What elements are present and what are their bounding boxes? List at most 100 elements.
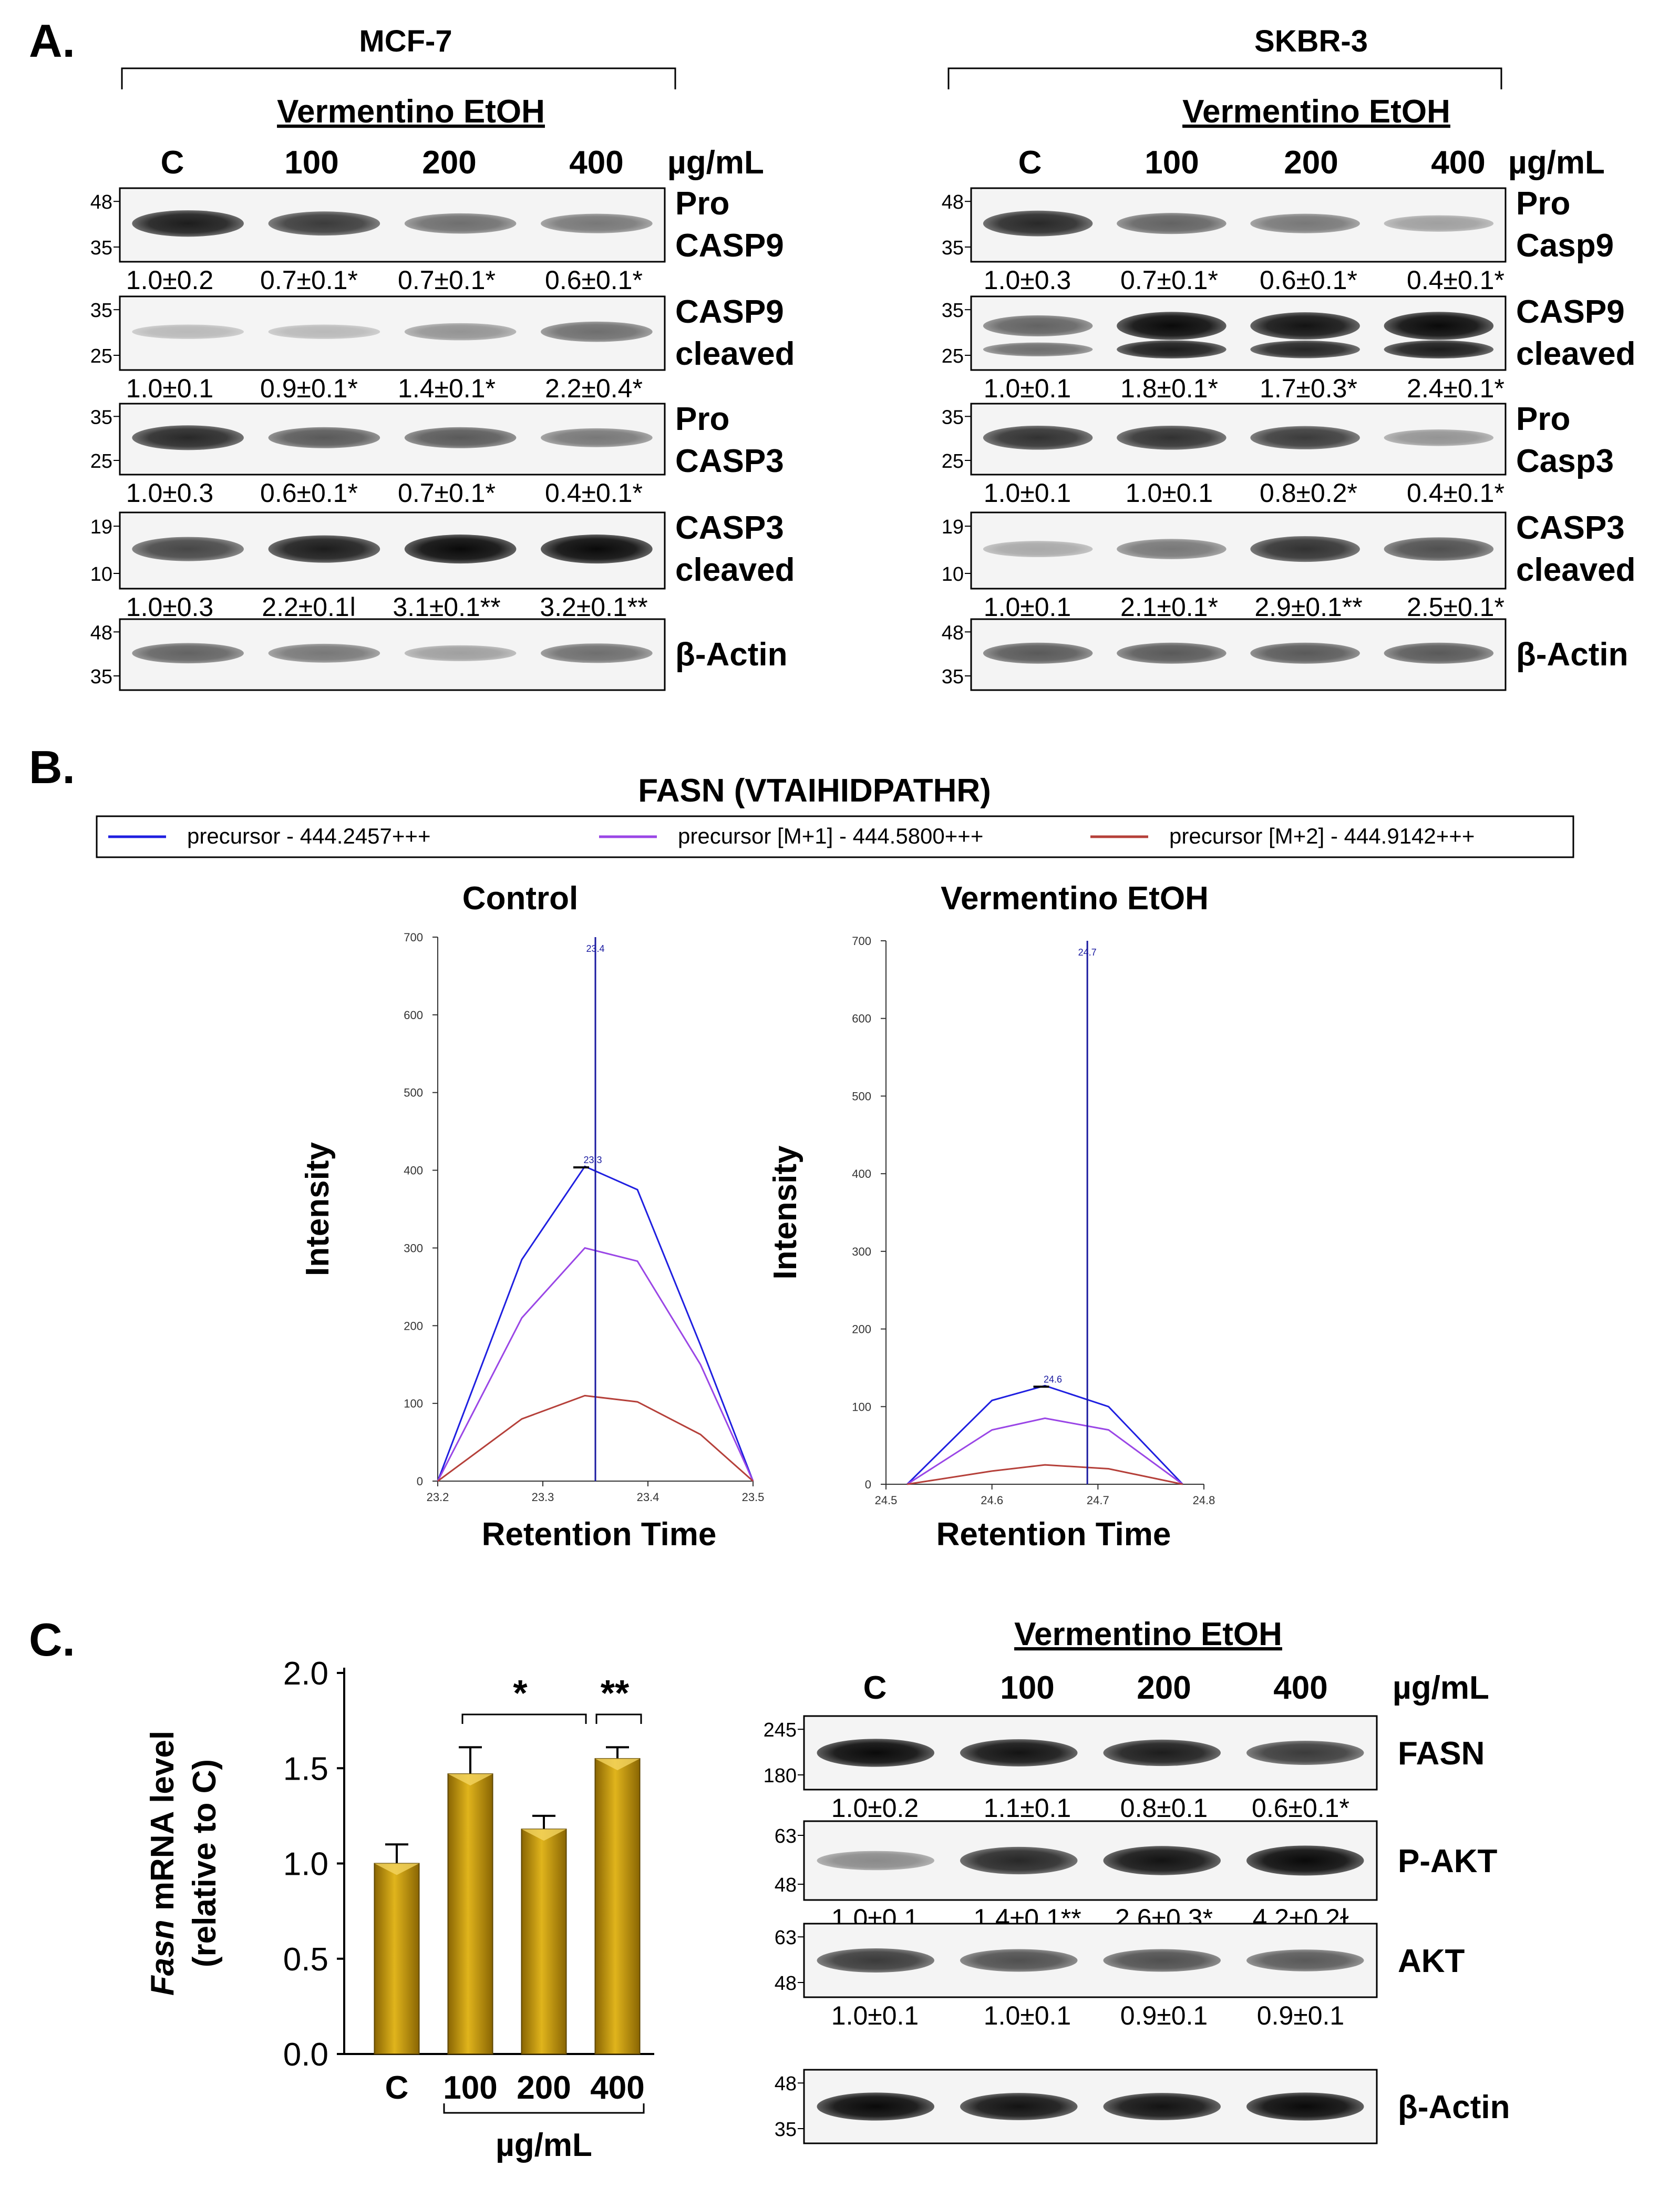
treatment-label: Vermentino EtOH bbox=[1014, 1616, 1282, 1652]
blot-c-akt: 63 48 bbox=[775, 1923, 1378, 1998]
blot-band bbox=[1117, 340, 1226, 358]
blot-band bbox=[817, 1948, 934, 1973]
densitometry-value: 1.0±0.1 bbox=[984, 592, 1071, 622]
blot-band bbox=[1384, 642, 1494, 664]
densitometry-value: 0.9±0.1 bbox=[1120, 2001, 1208, 2030]
densitometry-value: 0.9±0.1* bbox=[260, 374, 358, 403]
x-axis-title: µg/mL bbox=[496, 2127, 592, 2163]
y-tick-label: 600 bbox=[404, 1009, 423, 1022]
y-tick-label: 0.0 bbox=[283, 2037, 328, 2073]
protein-label: cleaved bbox=[675, 552, 795, 588]
blot-band bbox=[268, 427, 380, 448]
densitometry-value: 1.0±0.2 bbox=[831, 1793, 919, 1823]
protein-label: P-AKT bbox=[1398, 1843, 1498, 1879]
blot-band bbox=[960, 1739, 1078, 1766]
mw-marker: 180 bbox=[764, 1765, 797, 1787]
blot-band bbox=[983, 642, 1093, 664]
protein-label: CASP3 bbox=[675, 510, 784, 546]
legend-frame bbox=[96, 815, 1574, 858]
significance-bracket bbox=[461, 1713, 587, 1724]
blot-band bbox=[1384, 340, 1494, 358]
mw-marker: 35 bbox=[90, 300, 112, 322]
blot-band bbox=[983, 541, 1093, 558]
significance-marker: ** bbox=[601, 1672, 630, 1713]
blot-band bbox=[1246, 1741, 1364, 1765]
densitometry-value: 2.5±0.1* bbox=[1407, 592, 1504, 622]
bar-cap bbox=[595, 1759, 640, 1771]
blot-band bbox=[1250, 312, 1360, 340]
lane-label: 400 bbox=[1431, 145, 1485, 181]
lane-label: C bbox=[1018, 145, 1042, 181]
blot-band bbox=[817, 1739, 934, 1767]
protein-label: FASN bbox=[1398, 1735, 1485, 1772]
blot-band bbox=[404, 535, 517, 564]
x-tick-label: 23.3 bbox=[532, 1491, 554, 1504]
blot-band bbox=[404, 213, 517, 234]
y-tick-label: 600 bbox=[852, 1012, 871, 1025]
blot-band bbox=[1246, 1949, 1364, 1971]
blot-band bbox=[983, 425, 1093, 450]
densitometry-value: 0.7±0.1* bbox=[398, 478, 496, 508]
blot-band bbox=[1384, 312, 1494, 340]
y-axis-title: Fasn mRNA level bbox=[145, 1731, 181, 1996]
mw-marker: 35 bbox=[942, 300, 964, 322]
blot-band bbox=[132, 643, 244, 664]
mw-marker: 48 bbox=[775, 2073, 797, 2095]
blot-band bbox=[1117, 312, 1226, 340]
densitometry-value: 1.0±0.1 bbox=[126, 374, 213, 403]
blot-band bbox=[132, 324, 244, 339]
blot-band bbox=[983, 342, 1093, 356]
chromatogram-title: FASN (VTAIHIDPATHR) bbox=[638, 773, 991, 809]
blot-mcf-beta-actin: 48 35 bbox=[90, 618, 666, 691]
densitometry-value: 0.8±0.1 bbox=[1120, 1793, 1208, 1823]
lane-label: 200 bbox=[1284, 145, 1338, 181]
bar bbox=[374, 1863, 420, 2055]
densitometry-value: 1.0±0.1 bbox=[1126, 478, 1213, 508]
legend-entry: precursor [M+2] - 444.9142+++ bbox=[1169, 824, 1475, 848]
blot-band bbox=[1103, 1739, 1221, 1766]
densitometry-value: 0.4±0.1* bbox=[1407, 478, 1504, 508]
bar bbox=[521, 1829, 567, 2055]
blot-band bbox=[268, 324, 380, 339]
blot-band bbox=[404, 645, 517, 661]
x-category-label: 100 bbox=[443, 2070, 497, 2106]
y-axis-title: Intensity bbox=[300, 1142, 336, 1276]
blot-band bbox=[1246, 2092, 1364, 2121]
densitometry-value: 1.4±0.1* bbox=[398, 374, 496, 403]
y-tick-label: 0 bbox=[865, 1478, 871, 1491]
blot-band bbox=[541, 535, 653, 564]
densitometry-value: 1.0±0.3 bbox=[126, 592, 213, 622]
blot-c-p-akt: 63 48 bbox=[775, 1820, 1378, 1901]
blot-band bbox=[960, 1846, 1078, 1875]
y-tick-label: 200 bbox=[852, 1323, 871, 1336]
y-tick-label: 1.5 bbox=[283, 1751, 328, 1787]
cell-line-title: MCF-7 bbox=[359, 24, 452, 58]
legend-entry: precursor [M+1] - 444.5800+++ bbox=[678, 824, 983, 848]
y-tick-label: 700 bbox=[852, 934, 871, 948]
x-axis-title: Retention Time bbox=[482, 1516, 717, 1553]
blot-band bbox=[132, 210, 244, 237]
panel-b-label: B. bbox=[29, 741, 75, 793]
blot-sk-casp9-cleaved: 35 25 bbox=[942, 295, 1507, 371]
mw-marker: 35 bbox=[90, 237, 112, 259]
blot-band bbox=[1117, 642, 1226, 664]
chromatogram-legend: precursor - 444.2457+++ precursor [M+1] -… bbox=[96, 815, 1574, 858]
densitometry-value: 1.1±0.1 bbox=[984, 1793, 1071, 1823]
blot-mcf-casp9-cleaved: 35 25 bbox=[90, 295, 666, 371]
blot-band bbox=[404, 427, 517, 448]
unit-label: µg/mL bbox=[667, 145, 764, 181]
series-line bbox=[437, 1165, 754, 1482]
series-line bbox=[437, 1247, 754, 1482]
x-tick-label: 24.8 bbox=[1193, 1494, 1215, 1507]
x-tick-label: 23.4 bbox=[637, 1491, 659, 1504]
densitometry-value: 1.0±0.3 bbox=[984, 265, 1071, 295]
apex-label: 24.7 bbox=[1078, 947, 1097, 958]
lane-label: 100 bbox=[284, 145, 338, 181]
chromatogram-plot: Vermentino EtOH 0 100 200 300 400 500 600 700 24.… bbox=[767, 880, 1215, 1553]
densitometry-value: 0.8±0.2* bbox=[1260, 478, 1357, 508]
mw-marker: 48 bbox=[90, 191, 112, 213]
blot-band bbox=[1246, 1845, 1364, 1876]
densitometry-value: 0.6±0.1* bbox=[260, 478, 358, 508]
